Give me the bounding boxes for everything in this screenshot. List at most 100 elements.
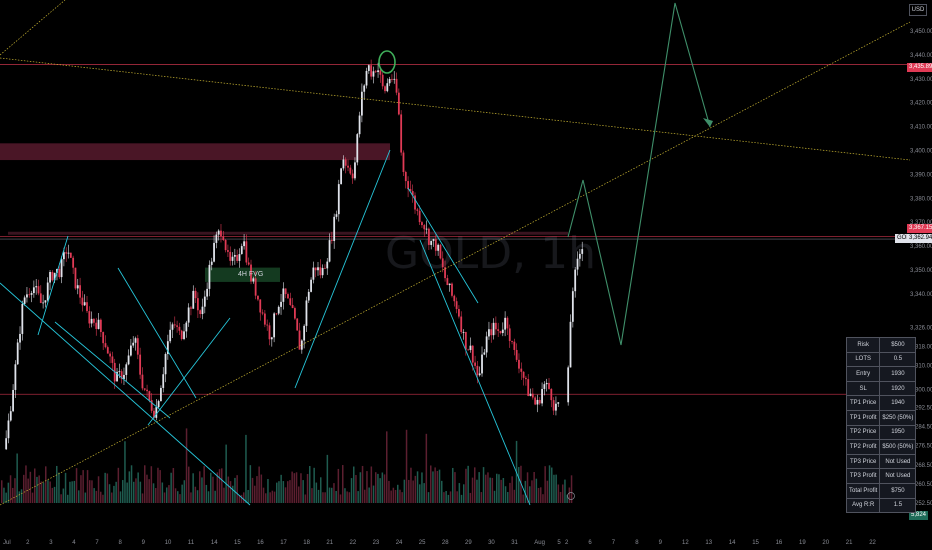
volume-bar [434,467,436,503]
volume-bar [456,491,458,503]
trend-line [37,235,69,336]
candle-body [229,251,232,261]
time-axis[interactable]: Jul 2 3 4 7 8 9 10 11 14 15 16 17 18 21 22 23 24 25 28 29 30 3… [3,540,877,546]
candle-body [340,168,343,185]
candle-body [374,71,377,73]
volume-bar [390,490,392,503]
dotted-trend-line [0,0,66,56]
candle-body [123,374,125,380]
trend-line [0,282,251,506]
price-tick-label: 3,370.00 [910,220,932,226]
candle-body [224,239,227,251]
volume-bar [476,479,478,503]
candle-body [324,267,326,269]
candle-body [157,401,160,408]
currency-button[interactable]: USD [909,4,927,16]
volume-bar [185,428,188,503]
price-tick-label: 3,420.00 [910,101,932,107]
volume-bar [282,481,285,503]
candle-body [162,374,165,388]
candle-body [367,65,370,71]
volume-bar [460,494,463,503]
candle-body [552,400,555,411]
candle-body [275,313,278,315]
candle-body [35,286,38,288]
volume-bar [214,490,216,503]
volume-bar [170,472,172,503]
volume-bar [386,431,388,503]
volume-bar [141,493,144,503]
candle-body [409,189,412,192]
candle-body [240,246,243,255]
volume-bar [245,434,247,503]
candle-body [356,134,359,163]
volume-bar [302,480,304,503]
candle-body [441,258,444,268]
volume-bar [159,470,161,503]
volume-bar [388,480,390,503]
volume-bar [509,482,511,503]
volume-bar [474,467,476,503]
info-row: LOTS 0.5 [845,351,917,368]
price-axis[interactable]: 3,450.00 3,440.00 3,430.00 3,420.00 3,410.00… [910,29,932,507]
volume-bar [421,472,423,503]
candle-body [284,288,287,295]
candle-body [372,71,375,77]
price-tick-label: 3,410.00 [910,125,932,131]
candle-body [508,328,511,342]
volume-bar [36,476,38,503]
volume-bar [183,480,186,503]
volume-bar [337,468,340,503]
candle-body [250,264,252,282]
volume-bar [199,471,201,503]
volume-bar [265,493,267,503]
info-label: TP1 Price [845,395,881,411]
volume-bar [64,472,67,503]
volume-bar [320,477,322,503]
candle-body [95,322,98,329]
volume-bar [260,474,263,503]
volume-bar [436,471,439,503]
volume-bar [317,489,320,503]
volume-bar [86,470,89,503]
volume-bar [355,475,357,503]
candle-body [335,214,338,217]
candle-body [474,362,476,366]
volume-bar [137,472,139,503]
date-tick-label: 17 [280,540,287,546]
info-label: SL [845,380,881,397]
volume-bar [89,480,91,503]
volume-bar [166,487,168,503]
volume-bar [218,469,221,503]
candle-body [453,295,456,302]
candle-body [273,313,276,338]
volume-bar [526,472,529,503]
candle-body [515,349,518,360]
volume-bar [535,478,538,503]
volume-bar [201,477,203,503]
volume-bar [124,441,126,503]
candle-body [370,65,373,77]
candle-body [39,293,42,304]
volume-bar [146,474,148,503]
candle-body [46,282,49,301]
candle-body [518,359,520,369]
volume-bar [568,487,571,503]
candle-body [192,290,195,309]
candle-body [187,307,190,323]
volume-bar [562,484,564,503]
candle-body [261,312,264,314]
candle-body [328,240,331,262]
candle-body [504,317,507,330]
candle-body [576,258,579,270]
candle-body [132,342,135,346]
supply-zone [0,143,390,161]
candle-body [263,313,266,325]
candle-body [220,230,222,237]
volume-bar [432,471,434,503]
volume-bar [469,492,472,503]
price-tick-label: 3,450.00 [910,29,932,35]
candle-body [342,159,345,169]
volume-bar [366,471,368,503]
